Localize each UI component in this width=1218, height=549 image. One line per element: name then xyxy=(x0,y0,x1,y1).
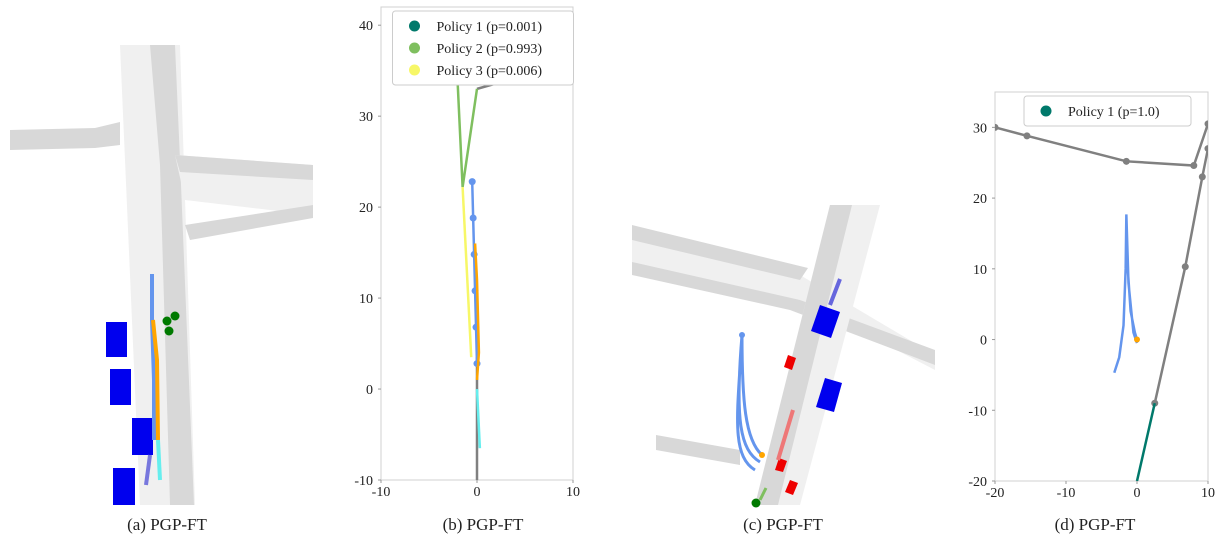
point xyxy=(1198,173,1206,181)
legend-label: Policy 1 (p=1.0) xyxy=(1068,105,1160,120)
y-tick-label: 30 xyxy=(359,110,373,125)
series-line xyxy=(995,123,1208,404)
series-line xyxy=(475,60,573,480)
legend-marker xyxy=(409,42,420,54)
y-tick-label: 0 xyxy=(980,334,987,349)
y-tick-label: 10 xyxy=(359,292,373,307)
legend-marker xyxy=(1040,105,1052,117)
series-line xyxy=(1113,214,1139,374)
point xyxy=(1023,132,1031,140)
legend-box xyxy=(392,10,574,86)
caption: (b) PGP-FT xyxy=(443,515,524,534)
y-tick-label: -20 xyxy=(968,475,987,490)
x-tick-label: 10 xyxy=(1201,486,1215,501)
caption: (d) PGP-FT xyxy=(1055,515,1136,534)
y-tick-label: 0 xyxy=(366,383,373,398)
point xyxy=(1190,162,1198,170)
point xyxy=(1134,336,1140,343)
y-tick-label: 20 xyxy=(973,192,987,207)
legend-marker xyxy=(409,64,420,76)
y-tick-label: 10 xyxy=(973,263,987,278)
y-tick-label: 20 xyxy=(359,201,373,216)
y-tick-label: 40 xyxy=(359,19,373,34)
point xyxy=(1204,145,1208,153)
x-tick-label: 10 xyxy=(566,485,580,500)
y-tick-label: -10 xyxy=(354,474,373,489)
point xyxy=(1181,263,1189,271)
point xyxy=(469,214,477,222)
map-a xyxy=(10,45,313,505)
point xyxy=(1204,120,1208,128)
y-tick-label: 30 xyxy=(973,121,987,136)
legend-marker xyxy=(409,20,420,32)
series-line xyxy=(473,243,481,381)
legend-label: Policy 1 (p=0.001) xyxy=(437,20,543,35)
legend-box xyxy=(1023,95,1192,127)
x-tick-label: -10 xyxy=(372,485,391,500)
plot-frame xyxy=(994,91,1209,482)
series-line xyxy=(470,181,479,364)
x-tick-label: -10 xyxy=(1057,486,1076,501)
x-tick-label: 0 xyxy=(1134,486,1141,501)
caption: (c) PGP-FT xyxy=(743,515,823,534)
y-tick-label: -10 xyxy=(968,404,987,419)
legend-label: Policy 2 (p=0.993) xyxy=(437,42,543,57)
plot-area xyxy=(995,120,1208,481)
series-line xyxy=(1135,402,1156,481)
point xyxy=(1122,157,1130,165)
point xyxy=(468,178,476,186)
caption: (a) PGP-FT xyxy=(127,515,207,534)
x-tick-label: -20 xyxy=(986,486,1005,501)
x-tick-label: 0 xyxy=(474,485,481,500)
point xyxy=(995,123,999,131)
series-line xyxy=(475,388,482,449)
series-line xyxy=(461,187,473,358)
plot-area xyxy=(453,25,573,480)
map-c xyxy=(632,205,935,508)
legend-label: Policy 3 (p=0.006) xyxy=(437,64,543,79)
